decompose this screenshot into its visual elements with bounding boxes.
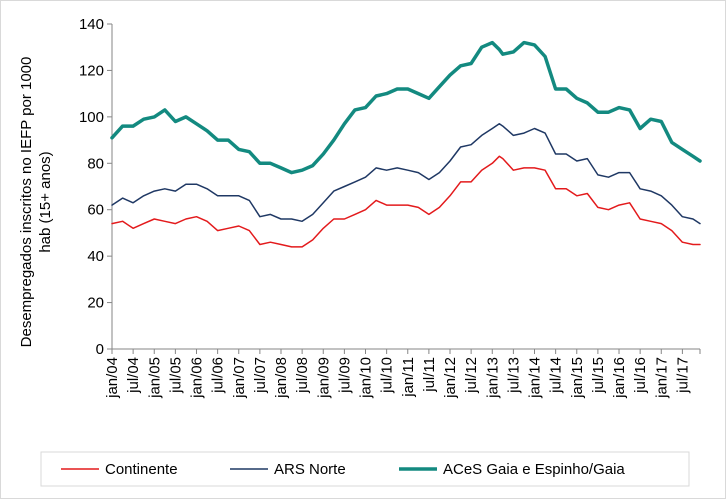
x-tick-label: jan/06 bbox=[189, 357, 206, 399]
y-axis-ticks: 0 20 40 60 80 100 120 140 bbox=[79, 16, 112, 358]
x-tick-label: jul/06 bbox=[210, 357, 227, 394]
x-tick-label: jan/11 bbox=[400, 357, 417, 398]
x-tick-label: jul/04 bbox=[125, 357, 142, 394]
x-tick-label: jul/13 bbox=[505, 357, 522, 394]
series-line-2 bbox=[110, 40, 702, 175]
x-tick-label: jan/09 bbox=[315, 357, 332, 399]
y-tick-label: 140 bbox=[79, 16, 104, 33]
x-tick-label: jul/07 bbox=[252, 357, 269, 394]
x-tick-label: jan/10 bbox=[358, 357, 375, 399]
x-tick-label: jul/15 bbox=[590, 357, 607, 394]
x-tick-label: jan/13 bbox=[484, 357, 501, 399]
series-line-1 bbox=[111, 123, 701, 225]
x-tick-label: jul/11 bbox=[421, 357, 438, 393]
y-axis-title: Desempregados inscritos no IEFP por 1000… bbox=[18, 57, 54, 348]
x-tick-label: jul/17 bbox=[674, 357, 691, 394]
x-tick-label: jan/14 bbox=[527, 357, 544, 399]
x-tick-label: jul/10 bbox=[379, 357, 396, 394]
x-tick-label: jan/15 bbox=[569, 357, 586, 399]
y-axis-title-line-1: Desempregados inscritos no IEFP por 1000 bbox=[18, 57, 35, 348]
y-tick-label: 120 bbox=[79, 62, 104, 79]
y-tick-label: 0 bbox=[96, 341, 104, 358]
legend: Continente ARS Norte ACeS Gaia e Espinho/G… bbox=[40, 451, 690, 487]
x-tick-label: jul/05 bbox=[167, 357, 184, 394]
x-tick-label: jul/14 bbox=[548, 357, 565, 394]
y-tick-label: 60 bbox=[87, 202, 104, 219]
axes bbox=[111, 24, 700, 350]
x-tick-label: jan/05 bbox=[146, 357, 163, 399]
x-tick-label: jan/08 bbox=[273, 357, 290, 399]
y-axis-title-line-2: hab (15+ anos) bbox=[37, 151, 54, 252]
x-tick-label: jul/08 bbox=[294, 357, 311, 394]
x-tick-label: jan/16 bbox=[611, 357, 628, 399]
legend-box bbox=[40, 451, 690, 487]
y-tick-label: 20 bbox=[87, 295, 104, 312]
series-lines bbox=[110, 40, 702, 248]
x-tick-label: jan/04 bbox=[104, 357, 121, 399]
x-axis-ticks: jan/04 jul/04 jan/05 jul/05 jan/06 jul/06 jan/… bbox=[104, 349, 701, 399]
x-tick-label: jul/16 bbox=[632, 357, 649, 394]
x-tick-label: jul/09 bbox=[336, 357, 353, 394]
x-tick-label: jan/17 bbox=[653, 357, 670, 399]
series-line-0 bbox=[111, 155, 701, 248]
legend-label-2: ACeS Gaia e Espinho/Gaia bbox=[443, 461, 625, 478]
legend-label-1: ARS Norte bbox=[274, 461, 346, 478]
y-tick-label: 80 bbox=[87, 155, 104, 172]
x-tick-label: jan/12 bbox=[442, 357, 459, 399]
y-tick-label: 40 bbox=[87, 248, 104, 265]
legend-label-0: Continente bbox=[105, 461, 178, 478]
x-tick-label: jan/07 bbox=[231, 357, 248, 399]
x-tick-label: jul/12 bbox=[463, 357, 480, 394]
y-tick-label: 100 bbox=[79, 109, 104, 126]
